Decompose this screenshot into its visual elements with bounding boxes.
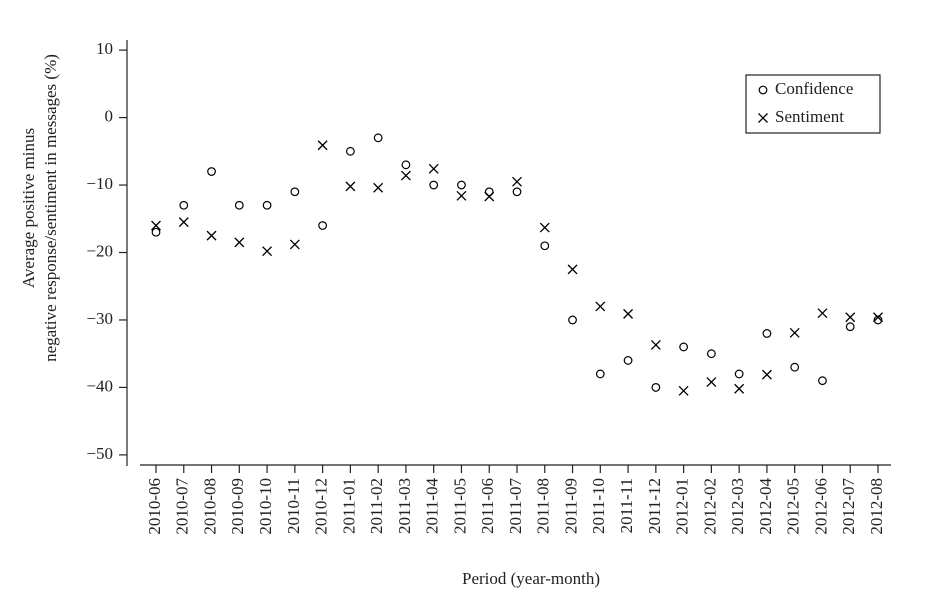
point bbox=[623, 356, 633, 365]
point bbox=[539, 222, 550, 233]
x-tick-label: 2012-04 bbox=[756, 478, 775, 535]
point bbox=[345, 146, 355, 156]
x-tick-label: 2012-03 bbox=[728, 478, 747, 535]
point bbox=[650, 339, 661, 350]
point bbox=[151, 227, 161, 237]
point bbox=[345, 181, 356, 192]
y-tick-label: 0 bbox=[105, 106, 114, 125]
point bbox=[373, 133, 383, 143]
point bbox=[595, 369, 605, 379]
point bbox=[734, 383, 745, 394]
point bbox=[373, 182, 384, 193]
y-tick-label: −30 bbox=[86, 309, 113, 328]
point bbox=[290, 187, 300, 197]
point bbox=[762, 329, 772, 338]
legend-label: Confidence bbox=[775, 79, 853, 98]
x-tick-label: 2011-11 bbox=[617, 478, 636, 533]
x-tick-label: 2011-05 bbox=[450, 478, 469, 534]
point bbox=[484, 191, 495, 202]
point bbox=[457, 180, 466, 190]
point bbox=[790, 362, 800, 372]
point bbox=[817, 308, 828, 319]
point bbox=[318, 221, 328, 230]
point bbox=[845, 312, 856, 323]
x-tick-label: 2011-10 bbox=[589, 478, 608, 534]
x-tick-label: 2011-06 bbox=[478, 478, 497, 534]
point bbox=[400, 170, 411, 181]
x-tick-label: 2010-09 bbox=[228, 478, 247, 535]
point bbox=[706, 349, 716, 359]
point bbox=[429, 180, 439, 190]
point bbox=[873, 312, 883, 323]
point bbox=[317, 140, 328, 151]
x-tick-label: 2012-06 bbox=[811, 478, 830, 535]
point bbox=[706, 377, 717, 387]
point bbox=[456, 190, 467, 201]
x-tick-label: 2011-04 bbox=[423, 478, 442, 535]
x-tick-label: 2011-02 bbox=[367, 478, 386, 534]
x-tick-label: 2011-12 bbox=[645, 478, 664, 534]
legend-box bbox=[745, 74, 881, 134]
y-tick-label: −40 bbox=[86, 376, 113, 395]
point bbox=[845, 322, 855, 332]
y-tick-label: −50 bbox=[86, 444, 113, 463]
x-tick-label: 2012-07 bbox=[839, 478, 858, 535]
point bbox=[873, 315, 883, 325]
x-tick-label: 2012-01 bbox=[673, 478, 692, 535]
legend-marker bbox=[758, 85, 768, 95]
point bbox=[761, 369, 772, 380]
point bbox=[207, 167, 216, 176]
x-tick-label: 2012-02 bbox=[700, 478, 719, 535]
x-tick-label: 2010-06 bbox=[145, 478, 164, 535]
point bbox=[234, 200, 244, 210]
point bbox=[262, 246, 273, 257]
point bbox=[234, 237, 245, 248]
x-tick-label: 2011-08 bbox=[534, 478, 553, 534]
point bbox=[512, 187, 522, 197]
point bbox=[734, 369, 744, 379]
x-axis-label: Period (year-month) bbox=[462, 569, 600, 588]
x-tick-label: 2010-10 bbox=[256, 478, 275, 535]
point bbox=[623, 308, 634, 319]
point bbox=[178, 217, 189, 228]
point bbox=[651, 383, 661, 392]
y-tick-label: −10 bbox=[86, 174, 113, 193]
y-tick-label: −20 bbox=[86, 241, 113, 260]
y-axis-label: Average positive minus bbox=[19, 128, 38, 288]
point bbox=[567, 264, 578, 275]
point bbox=[595, 301, 606, 312]
y-axis-label: negative response/sentiment in messages … bbox=[41, 54, 60, 362]
point bbox=[206, 230, 217, 241]
x-tick-label: 2010-11 bbox=[284, 478, 303, 534]
x-tick-label: 2012-08 bbox=[867, 478, 886, 535]
point bbox=[401, 160, 411, 170]
point bbox=[818, 376, 827, 386]
x-tick-label: 2010-08 bbox=[200, 478, 219, 535]
y-tick-label: 10 bbox=[96, 39, 113, 58]
point bbox=[151, 220, 161, 231]
point bbox=[678, 385, 689, 396]
point bbox=[568, 315, 577, 325]
point bbox=[789, 327, 800, 338]
x-tick-label: 2011-09 bbox=[561, 478, 580, 534]
point bbox=[179, 200, 189, 210]
point bbox=[484, 187, 494, 197]
point bbox=[262, 200, 272, 210]
point bbox=[428, 163, 439, 174]
legend-marker bbox=[758, 113, 768, 123]
point bbox=[512, 176, 522, 187]
x-tick-label: 2011-01 bbox=[339, 478, 358, 534]
x-tick-label: 2011-07 bbox=[506, 478, 525, 535]
x-tick-label: 2010-07 bbox=[173, 478, 192, 535]
x-tick-label: 2010-12 bbox=[312, 478, 331, 535]
point bbox=[289, 239, 300, 250]
point bbox=[679, 342, 689, 352]
point bbox=[540, 241, 550, 251]
legend-label: Sentiment bbox=[775, 107, 844, 126]
x-tick-label: 2011-03 bbox=[395, 478, 414, 534]
x-tick-label: 2012-05 bbox=[784, 478, 803, 535]
